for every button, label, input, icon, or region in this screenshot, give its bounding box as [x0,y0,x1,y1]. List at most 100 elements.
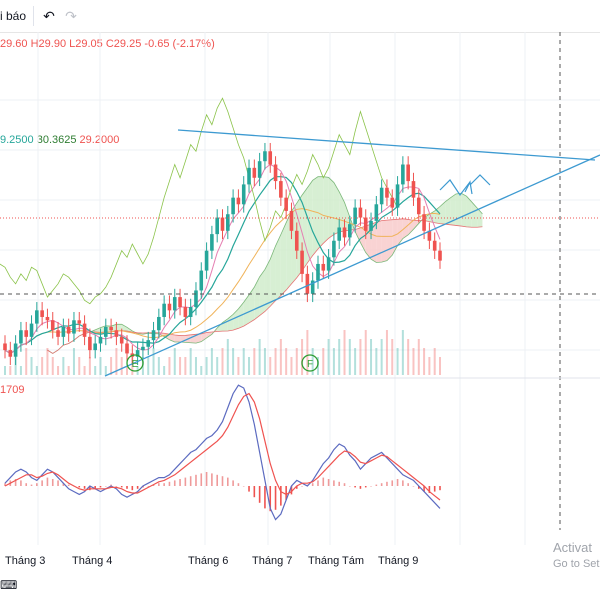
candle [236,189,241,213]
projection-arrows[interactable] [439,174,491,197]
candle [109,318,113,339]
macd-histogram-bar [380,483,383,486]
volume-bar [370,339,373,375]
cloud-segment [455,193,462,227]
chikou-line [0,97,398,305]
candle [279,172,283,206]
candle [379,179,384,213]
candle [93,335,97,359]
candle-body [411,181,416,198]
cloud-segment [328,177,334,239]
cloud-segment [121,324,128,332]
cloud-segment [270,245,276,307]
macd-histogram-bar [62,483,65,486]
candle-body [268,151,273,165]
indicator-lines [0,97,441,355]
cloud-segment [233,308,239,331]
cloud-segment [307,180,313,263]
volume-bar [4,366,6,375]
candle [369,212,373,240]
cloud-segment [434,206,440,224]
redo-icon[interactable]: ↷ [65,8,77,24]
macd-histogram-bar [41,480,43,486]
candle [305,265,310,303]
candle-body [119,336,124,344]
cloud-segment [413,220,419,230]
undo-icon[interactable]: ↶ [43,8,55,24]
cloud-segment [371,222,377,263]
candle-body [13,343,18,357]
watermark-line1: Activat [553,540,593,555]
macd-histogram-bar [30,484,33,486]
cloud-segment [466,196,472,228]
volume-bar [274,348,277,375]
candle-body [432,240,437,251]
candle [61,318,66,346]
marker-f[interactable]: F [301,354,319,372]
candle [395,176,400,216]
cloud-segment [286,211,292,291]
candle [226,205,230,240]
candle-body [93,343,97,351]
candle-body [337,227,342,241]
volume-bar [269,357,272,375]
macd-histogram-bar [78,486,81,488]
macd-histogram-bar [317,480,319,486]
alert-label[interactable]: i báo [0,9,27,23]
macd-histogram-bar [14,479,17,486]
volume-bar [189,348,192,375]
candle [98,328,103,352]
candle-body [178,297,182,308]
candles [3,142,442,366]
macd-histogram-bar [179,479,181,486]
volume-bar [57,366,60,375]
cloud-segment [450,193,456,226]
macd-histogram-bar [301,486,303,487]
volume-bar [248,357,251,375]
candle [257,152,262,187]
candle [268,142,273,173]
macd-histogram-bar [354,486,356,488]
open-value: 29.60 [0,38,28,50]
upper-trendline[interactable] [177,129,596,161]
macd-histogram-bar [136,486,139,489]
candle [45,308,50,329]
volume-bar [126,366,129,375]
lower-trendline[interactable] [104,154,600,377]
close-value: C29.25 [105,38,142,50]
marker-e[interactable]: E [126,354,144,372]
macd-histogram-bar [274,486,277,510]
macd-histogram-bar [51,479,54,486]
macd-histogram-bar [232,480,234,486]
volume-bar [67,366,70,375]
candle [326,249,331,279]
volume-bar [412,348,415,375]
candle-body [35,310,39,324]
candle-body [427,230,432,241]
candle-body [247,167,251,185]
volume-bar [184,357,187,375]
candle [66,318,71,342]
macd-histogram-bar [253,486,256,498]
candle-body [98,336,103,344]
cloud-segment [381,220,387,263]
candle [56,321,60,346]
candle-body [226,214,230,231]
candle [146,331,151,356]
cloud-segment [243,294,250,327]
volume-bar [62,357,65,375]
volume-bar [332,348,335,375]
volume-bar [51,357,54,375]
candle-body [363,217,368,231]
volume-bar [417,339,420,375]
volume-bar [99,357,102,375]
macd-histogram-bar [89,486,91,491]
candle-body [326,257,331,271]
volume-bar [433,348,436,375]
macd-histogram-bar [417,486,420,489]
volume-bar [391,339,394,375]
candle-body [395,184,400,208]
candle-body [241,184,246,205]
bottom-toolbar-icon[interactable]: ⌨ [0,578,18,592]
